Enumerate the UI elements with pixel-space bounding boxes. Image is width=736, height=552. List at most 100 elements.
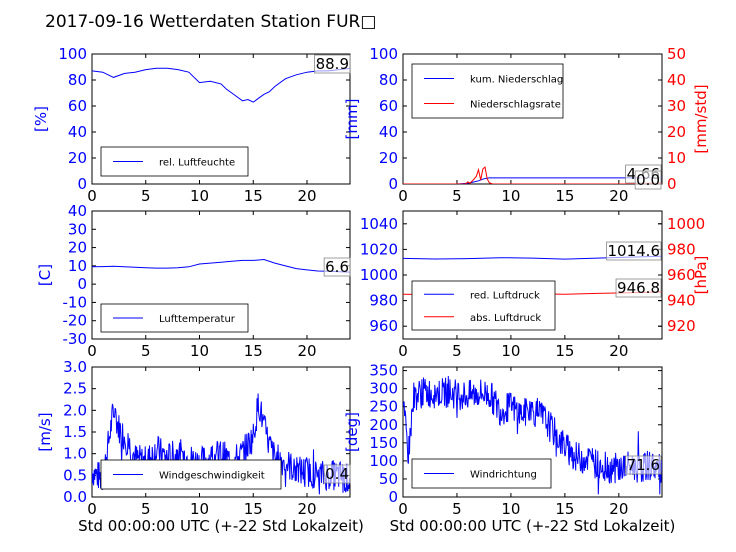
x-tick-label: 20 [609,187,628,205]
legend-label: red. Luftdruck [470,290,540,301]
legend-box [411,63,564,119]
y2-tick-label: 30 [667,97,686,115]
x-tick-label: 20 [297,500,316,518]
y2-tick-label: 1000 [667,215,705,233]
last-value-label: 88.9 [316,55,349,73]
x-tick-label: 5 [141,500,151,518]
x-tick-label: 0 [87,342,97,360]
y-tick-label: 2.5 [63,380,87,398]
y-tick-label: 40 [379,123,398,141]
figure-title: 2017-09-16 Wetterdaten Station FUR□ [45,12,376,32]
y2-tick-label: 980 [667,240,696,258]
last-value-label: 946.8 [617,279,660,297]
last-value-box [314,54,351,74]
last-value-box [606,241,662,261]
x-tick-label: 10 [501,187,520,205]
legend-label: Lufttemperatur [159,314,236,325]
y-tick-label: 200 [369,416,398,434]
y-tick-label: 100 [58,45,87,63]
y-tick-label: 3.0 [63,358,87,376]
x-tick-label: 10 [190,342,209,360]
y-tick-label: 80 [68,71,87,89]
y-tick-label: 20 [68,149,87,167]
y-tick-label: 0 [388,175,398,193]
y-tick-label: 80 [379,71,398,89]
x-tick-label: 0 [398,342,408,360]
y-tick-label: 0 [77,275,87,293]
y-tick-label: 40 [68,123,87,141]
legend-label: rel. Luftfeuchte [159,158,235,169]
x-tick-label: 10 [501,342,520,360]
x-tick-label: 20 [297,187,316,205]
y2-tick-label: 10 [667,149,686,167]
y-tick-label: 300 [369,380,398,398]
last-value-box [615,278,662,298]
y-axis-label: [m/s] [36,412,54,451]
x-tick-label: 20 [609,500,628,518]
x-tick-label: 0 [87,500,97,518]
y-tick-label: -20 [63,312,88,330]
x-tick-label: 20 [609,342,628,360]
y-tick-label: 1.0 [63,445,87,463]
x-tick-label: 5 [141,342,151,360]
y-axis-label: [%] [32,106,50,132]
y2-tick-label: 40 [667,71,686,89]
y2-tick-label: 960 [667,266,696,284]
y-tick-label: 20 [379,149,398,167]
x-tick-label: 15 [244,342,263,360]
y-tick-label: 40 [68,202,87,220]
y2-tick-label: 0 [667,175,677,193]
y-tick-label: 10 [68,257,87,275]
x-tick-label: 0 [87,187,97,205]
y-tick-label: 1000 [360,266,398,284]
legend-label: Windrichtung [470,470,537,481]
y-tick-label: 980 [369,292,398,310]
y-tick-label: 1.5 [63,423,87,441]
x-tick-label: 15 [555,342,574,360]
x-tick-label: 15 [244,187,263,205]
series-line-windrichtung [403,375,662,495]
x-tick-label: 5 [141,187,151,205]
y-tick-label: 100 [369,452,398,470]
last-value-label: 0.0 [636,171,660,189]
x-tick-label: 15 [244,500,263,518]
y-tick-label: 100 [369,45,398,63]
y-axis-label: [C] [36,264,54,286]
last-value-box [625,455,662,475]
legend-label: Windgeschwindigkeit [159,471,265,482]
last-value-label: 71.6 [627,456,660,474]
series-line-lufttemperatur [92,258,350,273]
x-tick-label: 0 [398,187,408,205]
y-tick-label: 50 [379,470,398,488]
y2-tick-label: 20 [667,123,686,141]
y-tick-label: 350 [369,362,398,380]
y-tick-label: 150 [369,434,398,452]
legend-box [411,280,556,331]
last-value-box [323,257,351,277]
y2-tick-label: 50 [667,45,686,63]
last-value-box [323,464,351,484]
legend-label: abs. Luftdruck [470,313,541,324]
plot-frame [402,366,663,498]
plot-frame [91,53,351,185]
y-tick-label: 1020 [360,240,398,258]
last-value-box [634,170,662,190]
y2-axis-label: [mm/std] [692,84,710,153]
y-tick-label: -30 [63,330,88,348]
y2-tick-label: 940 [667,292,696,310]
x-tick-label: 10 [501,500,520,518]
legend-label: kum. Niederschlag [470,75,563,86]
y-tick-label: -10 [63,293,88,311]
y2-axis-label: [hPa] [692,256,710,295]
last-value-label: 1014.6 [608,242,661,260]
y-tick-label: 2.0 [63,401,87,419]
x-tick-label: 10 [190,187,209,205]
y-tick-label: 60 [379,97,398,115]
x-tick-label: 5 [452,500,462,518]
legend-label: Niederschlagsrate [470,100,561,111]
y-tick-label: 1040 [360,215,398,233]
y-tick-label: 30 [68,220,87,238]
y-axis-label: [deg] [343,412,361,452]
x-tick-label: 15 [555,187,574,205]
